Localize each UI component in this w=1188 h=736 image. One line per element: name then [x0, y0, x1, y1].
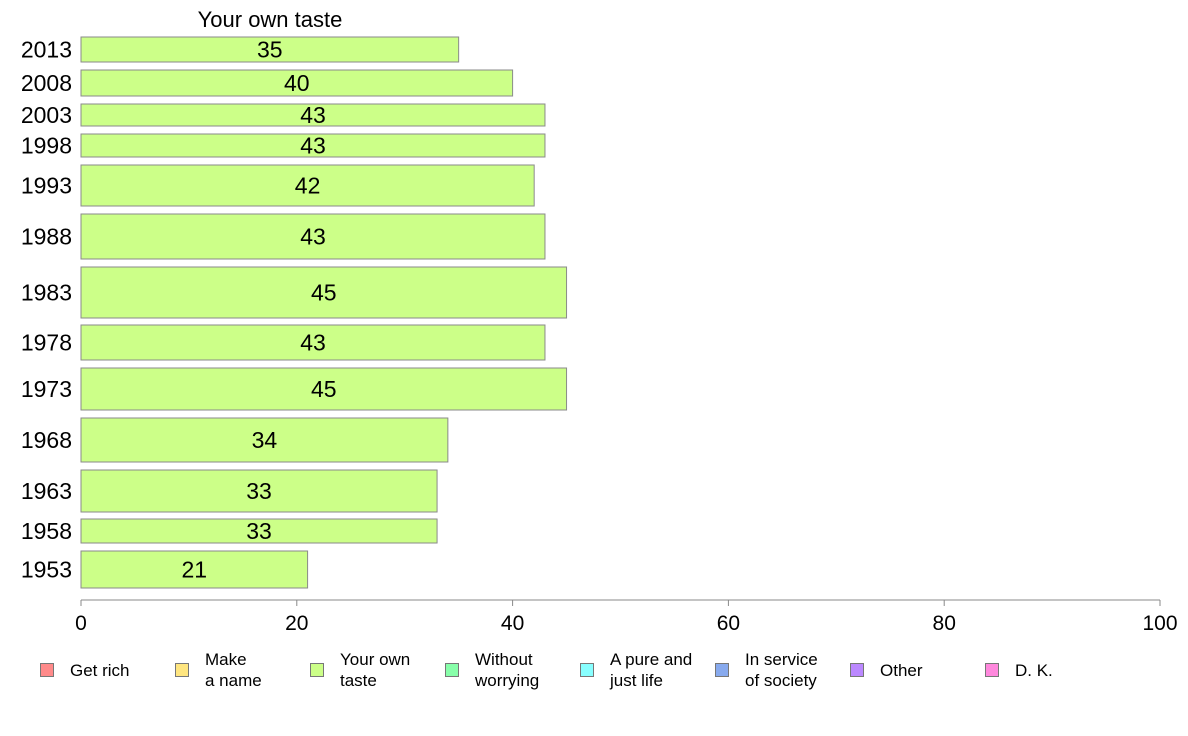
x-tick-label-60: 60: [717, 612, 740, 635]
data-label-1988: 43: [300, 224, 326, 250]
legend-swatch: [40, 663, 54, 677]
legend-label: A pure and just life: [610, 650, 693, 690]
legend-item: D. K.: [985, 650, 1053, 690]
legend-swatch: [175, 663, 189, 677]
legend-item: In service of society: [715, 650, 818, 690]
legend-swatch: [310, 663, 324, 677]
legend-item: Get rich: [40, 650, 130, 690]
legend-item: Make a name: [175, 650, 262, 690]
bar-1978: [80, 324, 546, 361]
category-label-2013: 2013: [21, 37, 72, 63]
data-label-1983: 45: [311, 280, 337, 306]
x-tick-label-0: 0: [75, 612, 87, 635]
category-label-1958: 1958: [21, 518, 72, 544]
legend-swatch: [580, 663, 594, 677]
category-label-1998: 1998: [21, 133, 72, 159]
bar-1968: [80, 417, 449, 463]
bar-2003: [80, 103, 546, 127]
category-label-1988: 1988: [21, 224, 72, 250]
category-label-1953: 1953: [21, 557, 72, 583]
bar-1963: [80, 469, 438, 513]
data-label-1973: 45: [311, 376, 337, 402]
x-tick-label-20: 20: [285, 612, 308, 635]
data-label-2003: 43: [300, 102, 326, 128]
bar-1993: [80, 164, 535, 207]
data-label-1968: 34: [252, 427, 278, 453]
category-label-2003: 2003: [21, 102, 72, 128]
legend-item: Your own taste: [310, 650, 410, 690]
data-label-1978: 43: [300, 330, 326, 356]
bar-chart: Your own taste 35 2013 40 2008 43 2003 43 1998 4…: [21, 7, 1178, 635]
bar-1958: [80, 518, 438, 544]
legend-label: Your own taste: [340, 650, 411, 690]
legend-label: In service of society: [745, 650, 818, 690]
legend-item: A pure and just life: [580, 650, 692, 690]
category-label-1978: 1978: [21, 330, 72, 356]
legend-swatch: [715, 663, 729, 677]
data-label-1953: 21: [181, 557, 207, 583]
x-tick-label-80: 80: [933, 612, 956, 635]
bar-1953: [80, 550, 309, 589]
bar-1988: [80, 213, 546, 260]
bar-2008: [80, 69, 514, 97]
legend-label: D. K.: [1015, 660, 1053, 680]
bars-group: 35 2013 40 2008 43 2003 43 1998 42 1993 43 1988 45 19…: [21, 36, 568, 589]
bar-2013: [80, 36, 460, 63]
category-label-1963: 1963: [21, 478, 72, 504]
legend-swatch: [850, 663, 864, 677]
legend-item: Without worrying: [445, 650, 539, 690]
bar-1973: [80, 367, 568, 411]
category-label-1993: 1993: [21, 173, 72, 199]
legend-label: Make a name: [205, 650, 262, 690]
x-axis: 0 20 40 60 80 100: [75, 599, 1178, 635]
category-label-1968: 1968: [21, 427, 72, 453]
x-tick-label-40: 40: [501, 612, 524, 635]
data-label-1958: 33: [246, 518, 272, 544]
data-label-2008: 40: [284, 70, 310, 96]
bar-1983: [80, 266, 568, 319]
data-label-1998: 43: [300, 133, 326, 159]
legend-item: Other: [850, 650, 923, 690]
chart-title: Your own taste: [198, 7, 343, 32]
data-label-1963: 33: [246, 478, 272, 504]
category-label-1973: 1973: [21, 376, 72, 402]
data-label-1993: 42: [295, 173, 321, 199]
category-label-2008: 2008: [21, 70, 72, 96]
bar-1998: [80, 133, 546, 158]
legend-label: Get rich: [70, 660, 130, 680]
x-tick-label-100: 100: [1142, 612, 1177, 635]
legend: Get rich Make a name Your own taste Without…: [40, 650, 1140, 694]
legend-label: Without worrying: [475, 650, 540, 690]
category-label-1983: 1983: [21, 280, 72, 306]
legend-swatch: [985, 663, 999, 677]
data-label-2013: 35: [257, 37, 283, 63]
legend-label: Other: [880, 660, 923, 680]
legend-swatch: [445, 663, 459, 677]
